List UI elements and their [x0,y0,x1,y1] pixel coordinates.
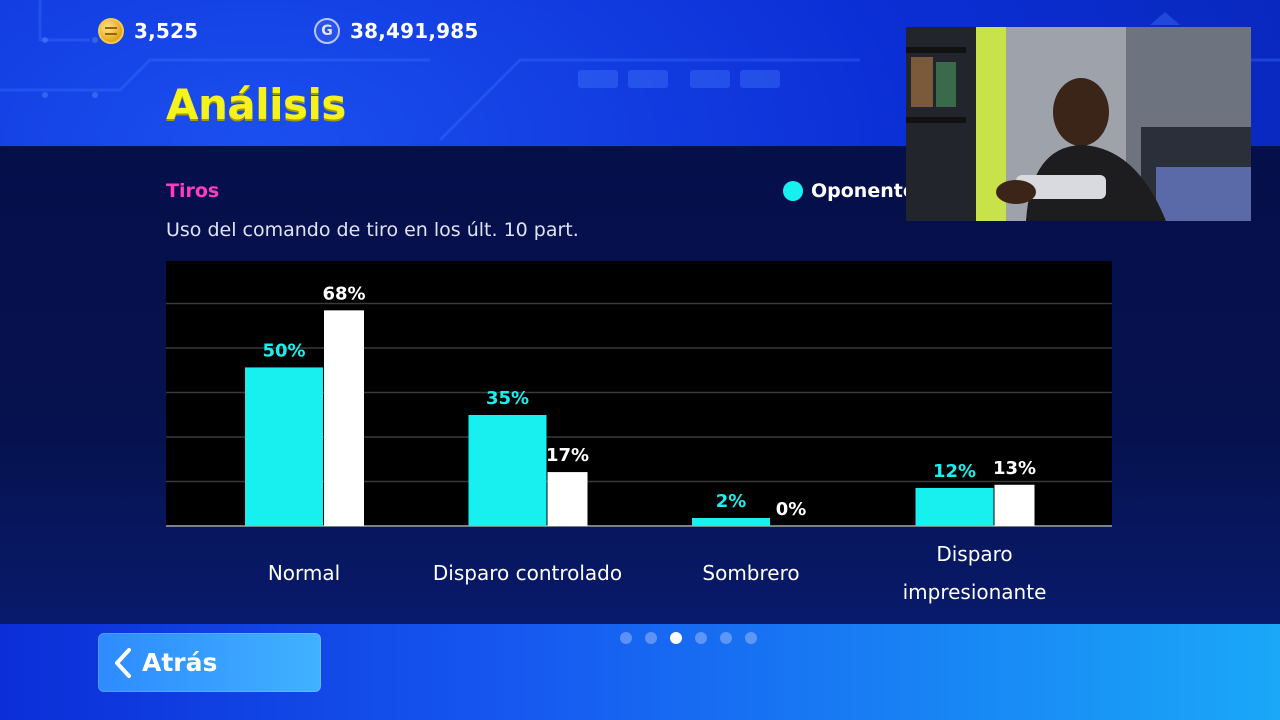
page-dot[interactable] [645,632,657,644]
data-label: 0% [776,499,807,520]
category-label: Normal [268,561,340,585]
bar[interactable] [547,472,588,526]
bar[interactable] [468,415,547,526]
gold-coin-icon [98,18,124,44]
legend-swatch [783,181,803,201]
bar[interactable] [245,367,323,526]
data-label: 68% [322,283,365,304]
webcam-feed-image [906,27,1251,221]
gp-counter: G 38,491,985 [314,14,479,48]
page-dot[interactable] [670,632,682,644]
gp-value: 38,491,985 [350,19,479,43]
legend-label: Oponente [811,180,916,202]
page-dot[interactable] [745,632,757,644]
chart-legend: Oponente [783,180,916,202]
bar[interactable] [324,310,364,526]
shots-bar-chart: 50% 68% Normal 35% 17% Disparo controlado 2% 0%… [166,261,1112,604]
page-dot[interactable] [720,632,732,644]
data-label: 12% [933,461,976,482]
data-label: 2% [716,491,747,512]
coins-value: 3,525 [134,19,199,43]
page-dot[interactable] [620,632,632,644]
data-label: 50% [262,340,305,361]
coins-counter: 3,525 [98,14,198,48]
data-label: 35% [486,388,529,409]
page-indicator [620,632,770,644]
section-label: Tiros [166,180,220,202]
top-bar: 3,525 G 38,491,985 [0,0,1280,62]
chevron-left-icon [115,647,131,678]
webcam-overlay [906,27,1251,221]
back-button[interactable]: Atrás [98,633,321,692]
bar[interactable] [692,518,770,526]
chart-subtitle: Uso del comando de tiro en los últ. 10 p… [166,219,579,241]
page-title: Análisis [166,80,346,129]
bar[interactable] [994,484,1035,526]
data-label: 17% [546,445,589,466]
back-button-label: Atrás [142,648,218,677]
data-label: 13% [993,458,1036,479]
category-label: Disparo controlado [433,561,622,585]
category-label: Disparo [936,542,1012,566]
bar[interactable] [915,487,994,526]
category-label: impresionante [903,580,1047,604]
gp-coin-icon: G [314,18,340,44]
page-dot[interactable] [695,632,707,644]
category-label: Sombrero [702,561,799,585]
